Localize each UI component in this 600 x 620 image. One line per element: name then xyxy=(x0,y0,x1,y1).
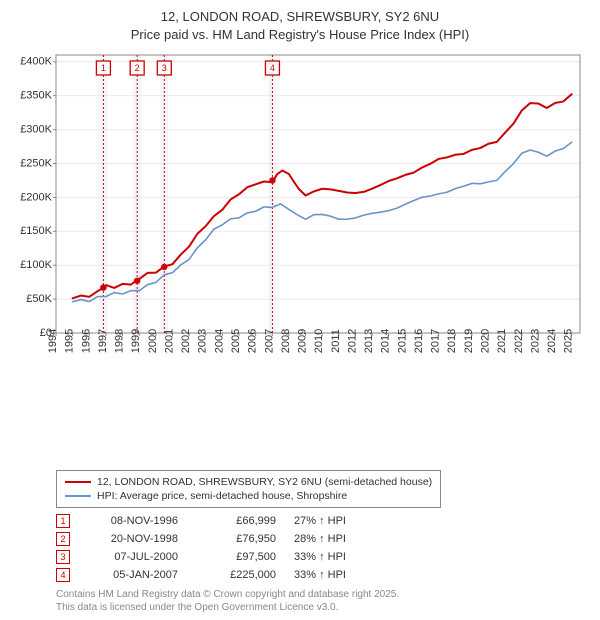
svg-text:2005: 2005 xyxy=(230,329,242,353)
svg-text:2011: 2011 xyxy=(330,329,342,353)
chart-svg: £0£50K£100K£150K£200K£250K£300K£350K£400… xyxy=(14,49,586,379)
svg-text:£300K: £300K xyxy=(20,124,52,136)
svg-text:2013: 2013 xyxy=(363,329,375,353)
sale-price: £97,500 xyxy=(196,551,276,563)
sale-marker-box: 4 xyxy=(56,568,70,582)
svg-text:1994: 1994 xyxy=(47,329,59,353)
svg-text:2016: 2016 xyxy=(413,329,425,353)
legend-row-price: 12, LONDON ROAD, SHREWSBURY, SY2 6NU (se… xyxy=(65,475,432,489)
svg-text:1995: 1995 xyxy=(64,329,76,353)
legend-label-price: 12, LONDON ROAD, SHREWSBURY, SY2 6NU (se… xyxy=(97,476,432,488)
svg-text:2002: 2002 xyxy=(180,329,192,353)
sale-date: 05-JAN-2007 xyxy=(88,569,178,581)
svg-text:2001: 2001 xyxy=(163,329,175,353)
chart-title: 12, LONDON ROAD, SHREWSBURY, SY2 6NU Pri… xyxy=(14,8,586,43)
svg-text:2018: 2018 xyxy=(446,329,458,353)
svg-text:2023: 2023 xyxy=(529,329,541,353)
svg-text:£250K: £250K xyxy=(20,157,52,169)
svg-text:2015: 2015 xyxy=(396,329,408,353)
svg-text:£100K: £100K xyxy=(20,259,52,271)
svg-text:3: 3 xyxy=(162,63,167,73)
sale-marker-box: 3 xyxy=(56,550,70,564)
legend-row-hpi: HPI: Average price, semi-detached house,… xyxy=(65,489,432,503)
sale-price: £225,000 xyxy=(196,569,276,581)
sale-pct: 33% ↑ HPI xyxy=(294,551,394,563)
svg-text:1996: 1996 xyxy=(80,329,92,353)
sale-marker-box: 1 xyxy=(56,514,70,528)
sale-pct: 33% ↑ HPI xyxy=(294,569,394,581)
svg-text:2007: 2007 xyxy=(263,329,275,353)
chart-area: £0£50K£100K£150K£200K£250K£300K£350K£400… xyxy=(14,49,586,464)
svg-text:2012: 2012 xyxy=(346,329,358,353)
svg-text:2017: 2017 xyxy=(430,329,442,353)
svg-text:2014: 2014 xyxy=(380,329,392,353)
sale-price: £76,950 xyxy=(196,533,276,545)
sale-row: 1 08-NOV-1996 £66,999 27% ↑ HPI xyxy=(56,512,586,530)
title-line-2: Price paid vs. HM Land Registry's House … xyxy=(131,27,469,42)
svg-text:2022: 2022 xyxy=(513,329,525,353)
svg-text:£200K: £200K xyxy=(20,191,52,203)
svg-text:£150K: £150K xyxy=(20,225,52,237)
svg-text:2024: 2024 xyxy=(546,329,558,353)
svg-text:1: 1 xyxy=(101,63,106,73)
svg-text:1998: 1998 xyxy=(114,329,126,353)
legend-swatch-hpi xyxy=(65,495,91,497)
sale-price: £66,999 xyxy=(196,515,276,527)
svg-text:2006: 2006 xyxy=(247,329,259,353)
svg-text:2019: 2019 xyxy=(463,329,475,353)
svg-text:£400K: £400K xyxy=(20,56,52,68)
legend-label-hpi: HPI: Average price, semi-detached house,… xyxy=(97,490,347,502)
svg-text:1997: 1997 xyxy=(97,329,109,353)
svg-text:2003: 2003 xyxy=(197,329,209,353)
sale-pct: 28% ↑ HPI xyxy=(294,533,394,545)
sale-pct: 27% ↑ HPI xyxy=(294,515,394,527)
sale-row: 4 05-JAN-2007 £225,000 33% ↑ HPI xyxy=(56,566,586,584)
sale-row: 2 20-NOV-1998 £76,950 28% ↑ HPI xyxy=(56,530,586,548)
svg-text:£350K: £350K xyxy=(20,90,52,102)
svg-text:£50K: £50K xyxy=(26,293,52,305)
sales-table: 1 08-NOV-1996 £66,999 27% ↑ HPI 2 20-NOV-1998… xyxy=(56,512,586,584)
sale-date: 07-JUL-2000 xyxy=(88,551,178,563)
sale-marker-box: 2 xyxy=(56,532,70,546)
svg-text:4: 4 xyxy=(270,63,275,73)
sale-date: 08-NOV-1996 xyxy=(88,515,178,527)
attribution-line-1: Contains HM Land Registry data © Crown c… xyxy=(56,589,399,600)
svg-text:2: 2 xyxy=(135,63,140,73)
svg-text:2009: 2009 xyxy=(297,329,309,353)
sale-row: 3 07-JUL-2000 £97,500 33% ↑ HPI xyxy=(56,548,586,566)
svg-text:2000: 2000 xyxy=(147,329,159,353)
legend-swatch-price xyxy=(65,481,91,484)
svg-text:1999: 1999 xyxy=(130,329,142,353)
svg-text:2021: 2021 xyxy=(496,329,508,353)
svg-text:2025: 2025 xyxy=(563,329,575,353)
attribution-line-2: This data is licensed under the Open Gov… xyxy=(56,602,338,613)
svg-text:2010: 2010 xyxy=(313,329,325,353)
svg-text:2008: 2008 xyxy=(280,329,292,353)
title-line-1: 12, LONDON ROAD, SHREWSBURY, SY2 6NU xyxy=(161,9,439,24)
sale-date: 20-NOV-1998 xyxy=(88,533,178,545)
svg-text:2020: 2020 xyxy=(480,329,492,353)
legend: 12, LONDON ROAD, SHREWSBURY, SY2 6NU (se… xyxy=(56,470,441,508)
attribution: Contains HM Land Registry data © Crown c… xyxy=(56,588,586,614)
svg-text:2004: 2004 xyxy=(213,329,225,353)
